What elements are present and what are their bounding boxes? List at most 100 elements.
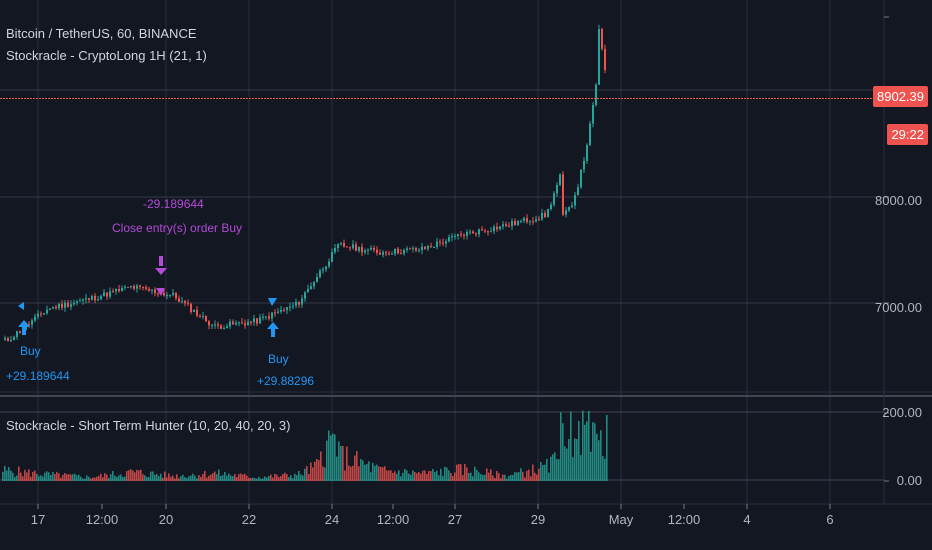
oscillator-bar [538, 468, 540, 481]
candle-body [226, 326, 228, 329]
oscillator-bar [104, 473, 106, 481]
oscillator-bar [348, 465, 350, 481]
candle-body [295, 301, 297, 306]
oscillator-bar [12, 472, 14, 481]
oscillator-bar [122, 477, 124, 481]
oscillator-bar [78, 474, 80, 481]
oscillator-bars [2, 410, 608, 481]
candle-body [274, 312, 276, 314]
price-candles [4, 24, 606, 343]
oscillator-bar [510, 474, 512, 481]
oscillator-bar [314, 461, 316, 481]
oscillator-bar [418, 471, 420, 481]
candle-body [154, 289, 156, 294]
oscillator-bar [526, 470, 528, 481]
oscillator-bar [86, 475, 88, 481]
oscillator-bar [38, 476, 40, 481]
buy2-label: Buy [268, 352, 289, 366]
oscillator-bar [64, 472, 66, 481]
candle-body [532, 221, 534, 223]
candle-body [91, 295, 93, 300]
candle-body [28, 323, 30, 325]
oscillator-bar [520, 468, 522, 481]
oscillator-bar [336, 456, 338, 481]
buy-entry-marker [18, 302, 24, 310]
candle-body [319, 270, 321, 277]
candle-body [172, 293, 174, 295]
oscillator-bar [530, 476, 532, 481]
candle-body [583, 160, 585, 170]
candle-body [202, 315, 204, 317]
candle-body [229, 321, 231, 327]
buy1-label: Buy [20, 344, 41, 358]
oscillator-bar [18, 466, 20, 481]
candle-body [595, 84, 597, 105]
candle-body [526, 217, 528, 222]
candle-body [334, 247, 336, 252]
close-arrow-shaft [159, 256, 163, 266]
oscillator-bar [438, 475, 440, 481]
candle-body [46, 309, 48, 314]
candle-body [52, 306, 54, 309]
oscillator-bar [472, 476, 474, 481]
oscillator-bar [464, 463, 466, 481]
oscillator-bar [440, 468, 442, 481]
oscillator-bar [400, 476, 402, 481]
candle-body [166, 295, 168, 297]
candle-body [604, 48, 606, 70]
candle-body [190, 303, 192, 312]
oscillator-bar [512, 475, 514, 481]
candle-body [562, 174, 564, 215]
candle-body [538, 219, 540, 221]
price-tick-7000: 7000.00 [875, 300, 922, 315]
oscillator-bar [146, 476, 148, 481]
candle-body [76, 301, 78, 303]
oscillator-bar [516, 472, 518, 481]
candle-body [541, 212, 543, 220]
oscillator-bar [222, 475, 224, 481]
candle-body [454, 235, 456, 237]
oscillator-bar [286, 474, 288, 481]
oscillator-bar [300, 474, 302, 481]
candle-body [271, 312, 273, 319]
oscillator-bar [66, 474, 68, 481]
oscillator-bar [524, 477, 526, 481]
candle-body [328, 261, 330, 267]
oscillator-bar [390, 470, 392, 481]
candle-body [301, 298, 303, 305]
oscillator-bar [506, 478, 508, 481]
candle-body [304, 292, 306, 299]
oscillator-bar [112, 470, 114, 481]
oscillator-bar [50, 475, 52, 481]
oscillator-bar [114, 475, 116, 481]
oscillator-bar [118, 475, 120, 481]
candle-body [313, 281, 315, 287]
candle-body [442, 242, 444, 244]
oscillator-bar [296, 475, 298, 481]
candle-body [244, 323, 246, 326]
oscillator-bar [162, 477, 164, 481]
candle-body [460, 234, 462, 236]
oscillator-bar [466, 467, 468, 481]
candle-body [121, 287, 123, 292]
oscillator-bar [236, 476, 238, 481]
oscillator-bar [324, 467, 326, 481]
close-arrow-head [155, 268, 167, 275]
oscillator-bar [136, 469, 138, 481]
oscillator-bar [468, 473, 470, 481]
oscillator-bar [574, 438, 576, 481]
oscillator-bar [190, 475, 192, 481]
oscillator-bar [382, 467, 384, 481]
oscillator-bar [266, 477, 268, 481]
candle-body [283, 309, 285, 311]
oscillator-bar [152, 471, 154, 481]
oscillator-bar [534, 472, 536, 481]
oscillator-bar [476, 469, 478, 481]
oscillator-bar [484, 474, 486, 481]
oscillator-bar [68, 474, 70, 481]
candle-body [85, 298, 87, 300]
x-tick: May [608, 512, 634, 527]
candle-body [7, 338, 9, 342]
candle-body [310, 286, 312, 289]
